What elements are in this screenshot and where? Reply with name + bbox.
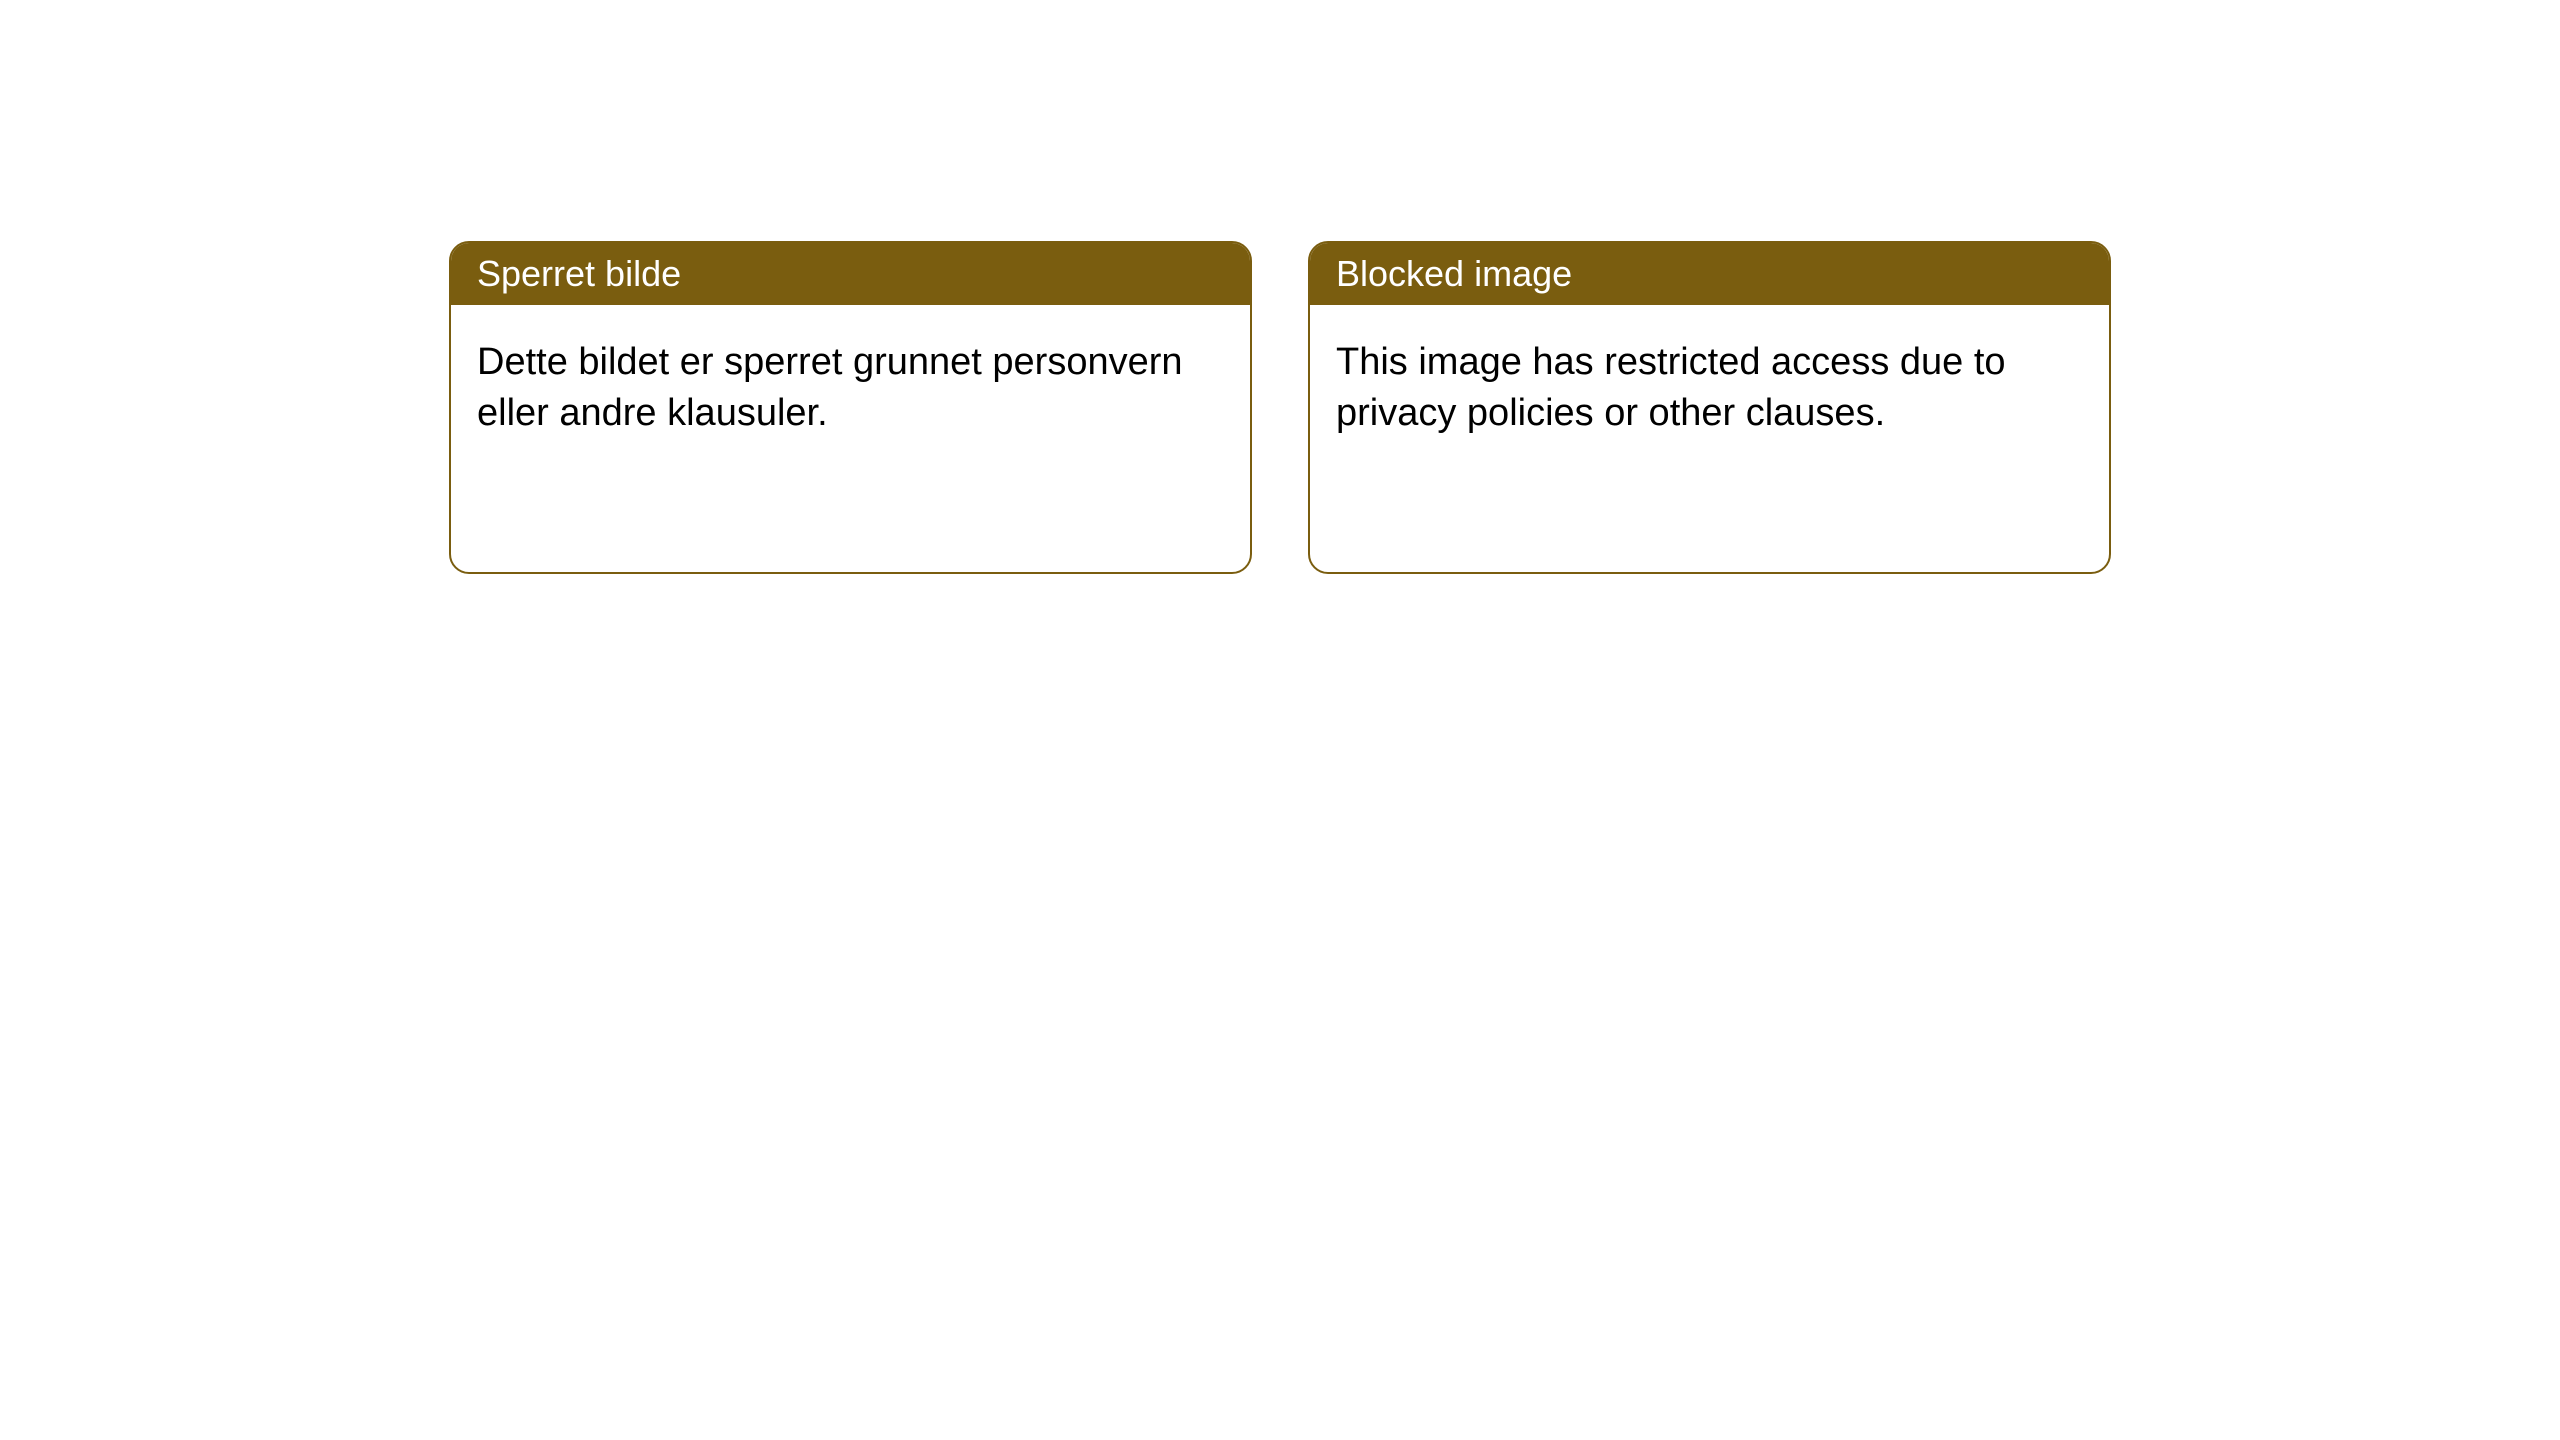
notice-card-english: Blocked image This image has restricted …: [1308, 241, 2111, 574]
notice-card-norwegian: Sperret bilde Dette bildet er sperret gr…: [449, 241, 1252, 574]
notice-body: This image has restricted access due to …: [1310, 305, 2109, 472]
notice-body-text: This image has restricted access due to …: [1336, 341, 2006, 434]
notice-header: Blocked image: [1310, 243, 2109, 305]
notice-title: Blocked image: [1336, 253, 1572, 294]
notice-body-text: Dette bildet er sperret grunnet personve…: [477, 341, 1183, 434]
notice-container: Sperret bilde Dette bildet er sperret gr…: [449, 241, 2111, 574]
notice-body: Dette bildet er sperret grunnet personve…: [451, 305, 1250, 472]
notice-title: Sperret bilde: [477, 253, 681, 294]
notice-header: Sperret bilde: [451, 243, 1250, 305]
